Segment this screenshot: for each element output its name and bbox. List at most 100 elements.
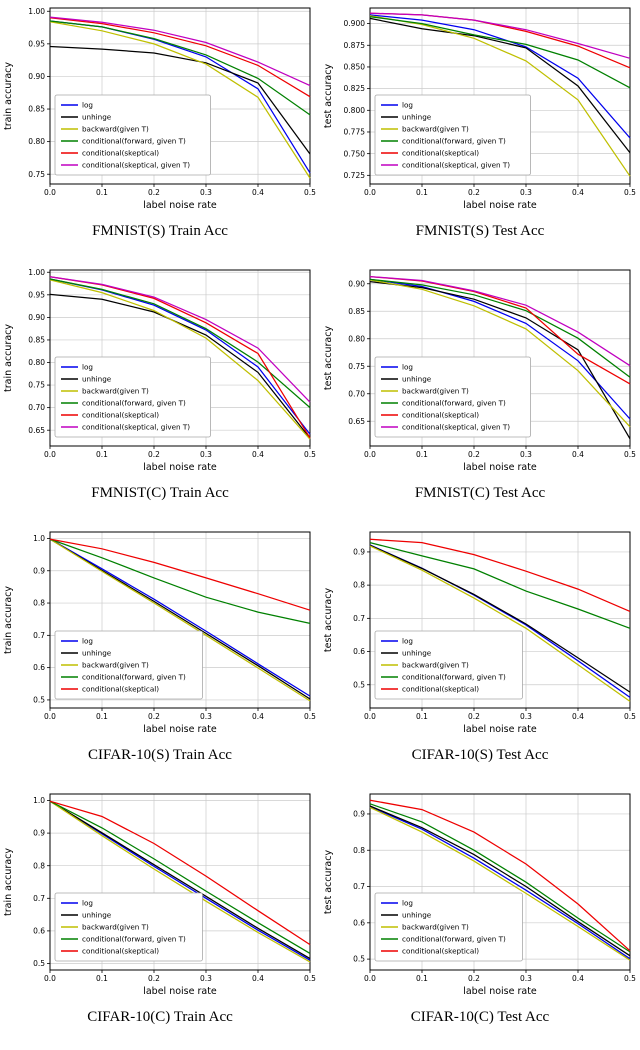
y-tick-label: 0.80 (28, 358, 45, 367)
y-tick-label: 0.75 (348, 362, 365, 371)
plot-fmnist-s-test-acc: 0.0 0.1 0.2 0.3 0.4 0.5 0.725 0.750 0.775 0.800 0.… (323, 7, 636, 211)
x-tick-label: 0.2 (148, 712, 160, 721)
y-tick-label: 0.5 (33, 959, 45, 968)
legend-label: log (402, 101, 413, 110)
chart-caption: FMNIST(C) Test Acc (414, 485, 546, 501)
legend-label: unhinge (402, 649, 432, 658)
y-axis-label: test accuracy (323, 64, 334, 129)
chart-caption: FMNIST(C) Train Acc (91, 485, 229, 501)
x-tick-label: 0.0 (44, 712, 56, 721)
legend-box (374, 892, 523, 962)
series-log (369, 278, 631, 420)
legend-label: unhinge (82, 911, 112, 920)
series-lines (369, 275, 631, 440)
y-tick-label: 1.0 (33, 796, 45, 805)
series-lines (49, 800, 311, 963)
y-tick-label: 1.0 (33, 534, 45, 543)
y-tick-label: 0.750 (344, 149, 366, 158)
x-tick-label: 0.1 (416, 450, 428, 459)
x-axis-label: label noise rate (143, 986, 217, 997)
legend: log unhinge backward(given T) conditional(f… (374, 892, 523, 962)
x-axis-label: label noise rate (143, 462, 217, 473)
x-tick-label: 0.5 (624, 974, 636, 983)
legend-label: log (82, 899, 93, 908)
y-tick-label: 0.9 (353, 548, 365, 557)
y-tick-label: 1.00 (28, 7, 45, 16)
axis-ticks: 0.0 0.1 0.2 0.3 0.4 0.5 0.65 0.70 0.75 0.80 0.85 0.… (28, 268, 316, 459)
x-tick-label: 0.5 (304, 712, 316, 721)
y-tick-label: 0.90 (28, 72, 45, 81)
x-axis-label: label noise rate (143, 200, 217, 211)
y-tick-label: 0.900 (344, 19, 366, 28)
x-tick-label: 0.0 (44, 974, 56, 983)
series-backward-given-t (49, 800, 311, 963)
y-axis-label: train accuracy (3, 324, 14, 392)
series-unhinge (49, 45, 311, 155)
x-axis-label: label noise rate (463, 724, 537, 735)
legend: log unhinge backward(given T) conditional(f… (54, 630, 203, 700)
y-tick-label: 0.7 (353, 882, 365, 891)
series-backward-given-t (369, 545, 631, 702)
series-conditional-skeptical (49, 17, 311, 98)
axis-ticks: 0.0 0.1 0.2 0.3 0.4 0.5 0.65 0.70 0.75 0.80 0.85 0.… (348, 279, 636, 459)
series-unhinge (369, 544, 631, 693)
legend-label: backward(given T) (82, 923, 149, 932)
legend-label: conditional(skeptical, given T) (82, 423, 190, 432)
chart-fmnist-s-train-acc: 0.0 0.1 0.2 0.3 0.4 0.5 0.75 0.80 0.85 0.90 0.95 1.… (0, 2, 320, 240)
y-tick-label: 0.9 (33, 566, 45, 575)
plot-cifar10-s-test-acc: 0.0 0.1 0.2 0.3 0.4 0.5 0.5 0.6 0.7 0.8 0.9 label n… (323, 531, 636, 735)
legend-label: conditional(forward, given T) (402, 935, 506, 944)
x-tick-label: 0.3 (520, 450, 532, 459)
legend-label: conditional(skeptical, given T) (82, 161, 190, 170)
legend-label: log (402, 637, 413, 646)
y-tick-label: 0.8 (353, 581, 365, 590)
series-unhinge (369, 805, 631, 957)
x-tick-label: 0.2 (148, 450, 160, 459)
y-tick-label: 0.85 (28, 105, 45, 114)
y-tick-label: 0.80 (28, 137, 45, 146)
y-axis-label: train accuracy (3, 848, 14, 916)
y-axis-label: test accuracy (323, 588, 334, 653)
legend-label: log (402, 899, 413, 908)
axis-ticks: 0.0 0.1 0.2 0.3 0.4 0.5 0.5 0.6 0.7 0.8 0.9 1.0 (33, 796, 316, 983)
y-tick-label: 0.800 (344, 106, 366, 115)
legend-label: conditional(forward, given T) (82, 935, 186, 944)
legend-label: conditional(forward, given T) (402, 399, 506, 408)
y-tick-label: 0.85 (28, 336, 45, 345)
series-backward-given-t (49, 538, 311, 702)
y-tick-label: 0.70 (348, 389, 365, 398)
x-axis-label: label noise rate (463, 200, 537, 211)
x-tick-label: 0.5 (304, 974, 316, 983)
legend-label: unhinge (82, 649, 112, 658)
x-tick-label: 0.2 (148, 188, 160, 197)
x-tick-label: 0.2 (468, 712, 480, 721)
x-tick-label: 0.0 (364, 712, 376, 721)
x-tick-label: 0.1 (96, 188, 108, 197)
x-tick-label: 0.1 (96, 450, 108, 459)
y-tick-label: 0.6 (33, 663, 45, 672)
series-conditional-skeptical (49, 538, 311, 611)
plot-frame (369, 531, 631, 709)
series-unhinge (369, 17, 631, 154)
plot-cifar10-c-test-acc: 0.0 0.1 0.2 0.3 0.4 0.5 0.5 0.6 0.7 0.8 0.9 label n… (323, 793, 636, 997)
chart-caption: CIFAR-10(S) Test Acc (411, 747, 549, 763)
x-axis-label: label noise rate (143, 724, 217, 735)
legend-label: conditional(forward, given T) (402, 137, 506, 146)
y-tick-label: 0.7 (33, 631, 45, 640)
legend-label: conditional(skeptical) (82, 411, 159, 420)
series-lines (369, 12, 631, 177)
legend-label: conditional(skeptical) (82, 149, 159, 158)
x-tick-label: 0.1 (416, 188, 428, 197)
x-tick-label: 0.4 (572, 712, 584, 721)
plot-frame (49, 793, 311, 971)
legend-label: conditional(skeptical) (402, 149, 479, 158)
y-tick-label: 0.825 (344, 84, 366, 93)
legend-label: conditional(skeptical) (402, 947, 479, 956)
y-tick-label: 0.95 (28, 290, 45, 299)
series-conditional-forward-given-t (369, 16, 631, 89)
legend-box (54, 94, 211, 176)
y-axis-label: train accuracy (3, 586, 14, 654)
x-tick-label: 0.3 (520, 712, 532, 721)
y-tick-label: 0.775 (344, 128, 366, 137)
